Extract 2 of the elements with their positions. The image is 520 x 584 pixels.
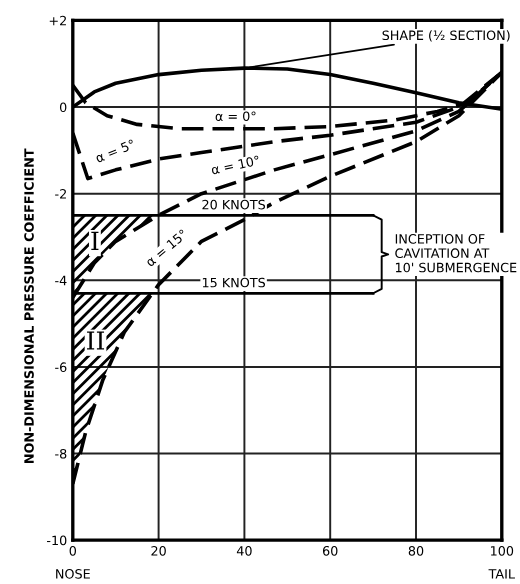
annotation: I — [91, 231, 99, 250]
annotation: II — [87, 331, 105, 350]
